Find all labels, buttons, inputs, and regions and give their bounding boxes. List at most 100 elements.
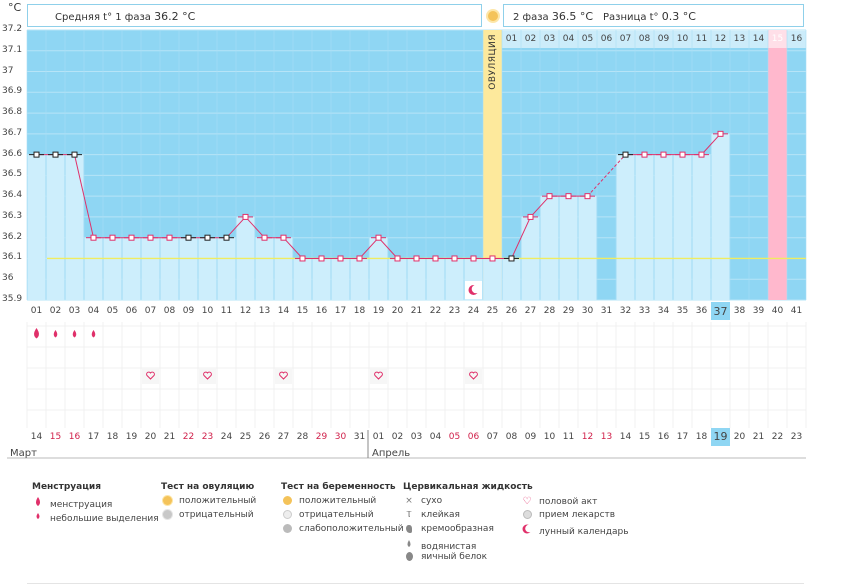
temperature-bar (711, 133, 730, 300)
heart-icon (469, 371, 478, 380)
temperature-point (508, 255, 515, 262)
date-label: 30 (334, 432, 347, 442)
legend-item: отрицательный (161, 510, 254, 520)
cycle-day-label: 05 (106, 306, 119, 316)
temperature-bar (122, 237, 141, 300)
post-ovulation-day-label: 01 (505, 34, 518, 44)
date-label: 27 (277, 432, 290, 442)
temperature-bar (673, 154, 692, 300)
temperature-line (245, 216, 265, 239)
temperature-point (375, 234, 382, 241)
post-ovulation-day-label: 16 (790, 34, 803, 44)
menstruation-drop-icon (72, 330, 77, 338)
temperature-line (530, 195, 550, 218)
date-label: 19 (125, 432, 138, 442)
cycle-day-label: 39 (752, 306, 765, 316)
temperature-bar (27, 154, 46, 300)
pill-icon (521, 510, 533, 520)
date-label: 06 (467, 432, 480, 442)
pregnancy-weak-icon (281, 524, 293, 534)
legend-title: Цервикальная жидкость (403, 482, 533, 492)
temperature-point (299, 255, 306, 262)
temperature-point (223, 234, 230, 241)
temperature-point (261, 234, 268, 241)
cycle-day-label: 13 (258, 306, 271, 316)
cycle-day-label: 16 (315, 306, 328, 316)
date-label: 14 (30, 432, 43, 442)
temperature-point (337, 255, 344, 262)
temperature-point (90, 234, 97, 241)
pregnancy-negative-icon (281, 510, 293, 520)
heart-cell (465, 368, 482, 384)
creamy-icon (403, 524, 415, 534)
date-label: 18 (106, 432, 119, 442)
legend-item-label: клейкая (421, 510, 460, 520)
temperature-point (717, 130, 724, 137)
menstruation-drop-icon (53, 330, 58, 338)
cycle-day-label: 32 (619, 306, 632, 316)
temperature-point (109, 234, 116, 241)
phase1-summary: Средняя t° 1 фаза 36.2 °C (27, 4, 482, 27)
temperature-point (185, 234, 192, 241)
legend-item-label: половой акт (539, 497, 598, 507)
legend-item: менструация (32, 496, 112, 510)
temperature-line-dashed (587, 154, 626, 197)
ovulation-label: ОВУЛЯЦИЯ (488, 34, 498, 90)
cycle-day-label: 40 (771, 306, 784, 316)
cycle-day-label: 25 (486, 306, 499, 316)
temperature-bar (407, 258, 426, 300)
y-tick-label: 36.7 (2, 127, 23, 138)
y-tick-label: 36.5 (2, 169, 23, 180)
legend-item: × сухо (403, 496, 442, 506)
cycle-day-label: 33 (638, 306, 651, 316)
date-label: 04 (429, 432, 442, 442)
temperature-point (356, 255, 363, 262)
y-tick-label: 36.2 (2, 231, 23, 242)
date-label: 26 (258, 432, 271, 442)
temperature-line (511, 216, 531, 259)
temperature-point (546, 193, 553, 200)
heart-cell (275, 368, 292, 384)
temperature-chart (7, 29, 807, 459)
temperature-bar (426, 258, 445, 300)
temperature-bar (540, 196, 559, 300)
post-ovulation-day-label: 11 (695, 34, 708, 44)
temperature-bar (654, 154, 673, 300)
legend-item-label: положительный (179, 496, 257, 506)
date-label: 16 (657, 432, 670, 442)
temperature-point (622, 151, 629, 158)
date-label: 02 (391, 432, 404, 442)
heart-icon (374, 371, 383, 380)
y-tick-label: 36.3 (2, 210, 23, 221)
cycle-day-label: 21 (410, 306, 423, 316)
cycle-day-label: 14 (277, 306, 290, 316)
temperature-bar (274, 237, 293, 300)
date-label: 22 (182, 432, 195, 442)
y-tick-label: 36.6 (2, 148, 23, 159)
temperature-point (641, 151, 648, 158)
cycle-day-label: 35 (676, 306, 689, 316)
date-label: 15 (638, 432, 651, 442)
cycle-day-label: 17 (334, 306, 347, 316)
cycle-day-label: 41 (790, 306, 803, 316)
legend-item: отрицательный (281, 510, 374, 520)
temperature-bar (559, 196, 578, 300)
legend-item-label: отрицательный (179, 510, 254, 520)
y-tick-label: 36 (2, 273, 14, 284)
cycle-day-label: 20 (391, 306, 404, 316)
temperature-point (432, 255, 439, 262)
legend-item-label: менструация (50, 500, 113, 510)
temperature-point (565, 193, 572, 200)
date-label: 20 (144, 432, 157, 442)
date-label: 23 (790, 432, 803, 442)
date-label: 09 (524, 432, 537, 442)
date-label: 22 (771, 432, 784, 442)
date-label: 16 (68, 432, 81, 442)
legend-item-label: слабоположительный (299, 524, 404, 534)
temperature-point (679, 151, 686, 158)
y-tick-label: 35.9 (2, 294, 23, 304)
temperature-bar (65, 154, 84, 300)
highlighted-day-column (768, 30, 787, 300)
cycle-day-label: 03 (68, 306, 81, 316)
